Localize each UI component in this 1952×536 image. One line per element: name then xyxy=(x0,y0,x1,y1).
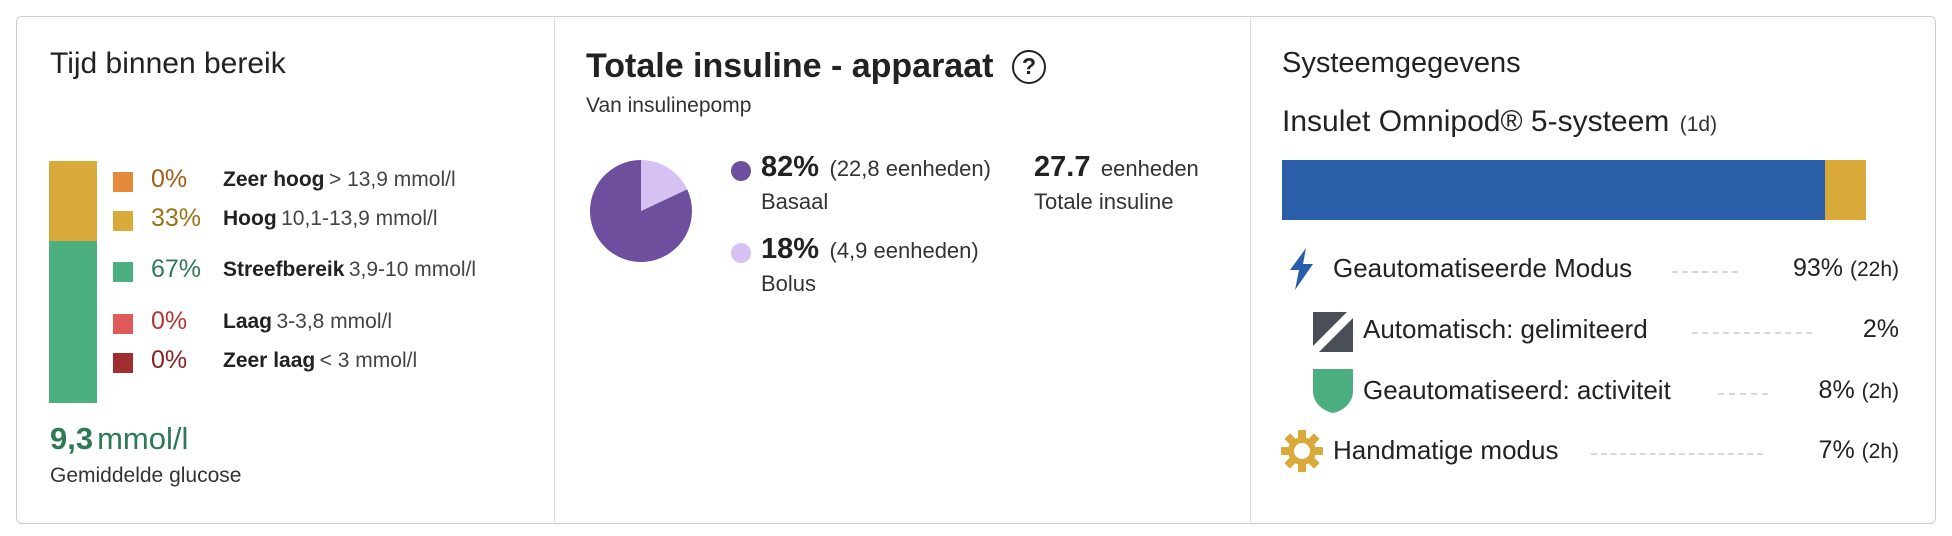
pie-slice-bolus xyxy=(641,160,688,211)
system-data-title: Systeemgegevens xyxy=(1282,47,1521,79)
very-high-swatch xyxy=(113,172,133,192)
mode-pct-limited: 2% xyxy=(1862,315,1899,343)
mode-bar-automated-segment xyxy=(1282,160,1826,220)
low-pct: 0% xyxy=(151,307,188,335)
total-insulin-label: Totale insuline xyxy=(1034,189,1174,214)
basal-pct: 82% xyxy=(761,151,820,183)
target-swatch xyxy=(113,262,133,282)
bolus-units: (4,9 eenheden) xyxy=(829,238,979,263)
insulin-pie-chart xyxy=(590,160,692,262)
average-glucose-value: 9,3 xyxy=(50,421,94,456)
tir-bar-high-segment xyxy=(49,161,97,241)
target-pct: 67% xyxy=(151,255,202,283)
very-low-pct: 0% xyxy=(151,346,188,374)
mode-bar-manual-segment xyxy=(1825,160,1866,220)
mode-leader-line xyxy=(1718,393,1768,395)
time-in-range-title: Tijd binnen bereik xyxy=(50,47,286,80)
low-value: 3-3,8 mmol/l xyxy=(276,310,392,333)
very-high-name: Zeer hoog xyxy=(223,168,325,191)
basal-dot xyxy=(731,161,751,181)
average-glucose-label: Gemiddelde glucose xyxy=(50,464,242,487)
high-swatch xyxy=(113,211,133,231)
lightning-icon xyxy=(1290,248,1313,290)
mode-value-manual: 7% (2h) xyxy=(1819,436,1899,465)
target-value: 3,9-10 mmol/l xyxy=(348,258,477,281)
high-name: Hoog xyxy=(223,207,277,230)
very-low-value: < 3 mmol/l xyxy=(319,349,418,372)
very-low-swatch xyxy=(113,353,133,373)
high-value: 10,1-13,9 mmol/l xyxy=(281,207,438,230)
device-days: (1d) xyxy=(1679,113,1718,136)
mode-value-automated: 93% (22h) xyxy=(1793,254,1899,283)
mode-leader-line xyxy=(1591,453,1763,455)
very-high-pct: 0% xyxy=(151,165,188,193)
mode-leader-line xyxy=(1692,332,1812,334)
bolus-dot xyxy=(731,243,751,263)
basal-units: (22,8 eenheden) xyxy=(829,156,991,181)
bolus-label: Bolus xyxy=(761,271,817,296)
bolus-pct: 18% xyxy=(761,233,820,265)
panel-divider xyxy=(554,18,555,522)
gear-icon xyxy=(1281,430,1323,472)
high-pct: 33% xyxy=(151,204,202,232)
total-insulin-unit: eenheden xyxy=(1100,156,1199,181)
mode-leader-line xyxy=(1672,271,1738,273)
mode-distribution-bar xyxy=(1282,160,1866,220)
mode-pct-manual: 7% xyxy=(1818,436,1855,464)
total-insulin-title: Totale insuline - apparaat xyxy=(586,47,994,85)
mode-value-limited: 2% xyxy=(1863,315,1899,344)
help-icon[interactable]: ? xyxy=(1012,50,1046,84)
average-glucose: 9,3 mmol/l xyxy=(50,421,188,457)
basal-label: Basaal xyxy=(761,189,829,214)
shield-icon xyxy=(1313,369,1353,413)
mode-hours-automated: (22h) xyxy=(1849,258,1899,281)
limited-icon xyxy=(1313,312,1353,352)
very-high-value: > 13,9 mmol/l xyxy=(328,168,456,191)
mode-value-activity: 8% (2h) xyxy=(1819,376,1899,405)
target-name: Streefbereik xyxy=(223,258,345,281)
mode-pct-activity: 8% xyxy=(1818,376,1855,404)
total-insulin-subtitle: Van insulinepomp xyxy=(586,94,752,117)
low-name: Laag xyxy=(223,310,273,333)
mode-hours-manual: (2h) xyxy=(1861,440,1899,463)
device-name: Insulet Omnipod® 5-systeem xyxy=(1282,105,1670,138)
panel-divider xyxy=(1250,18,1251,522)
mode-label-limited: Automatisch: gelimiteerd xyxy=(1363,314,1648,344)
mode-label-automated: Geautomatiseerde Modus xyxy=(1333,253,1633,283)
mode-label-manual: Handmatige modus xyxy=(1333,435,1559,465)
very-low-name: Zeer laag xyxy=(223,349,316,372)
summary-card: Tijd binnen bereik 0% Zeer hoog > 13,9 m… xyxy=(16,16,1936,524)
mode-pct-automated: 93% xyxy=(1792,254,1844,282)
average-glucose-unit: mmol/l xyxy=(97,421,189,456)
mode-hours-activity: (2h) xyxy=(1861,380,1899,403)
total-insulin-value: 27.7 xyxy=(1034,151,1091,183)
tir-bar-target-segment xyxy=(49,241,97,403)
mode-label-activity: Geautomatiseerd: activiteit xyxy=(1363,375,1671,405)
low-swatch xyxy=(113,314,133,334)
